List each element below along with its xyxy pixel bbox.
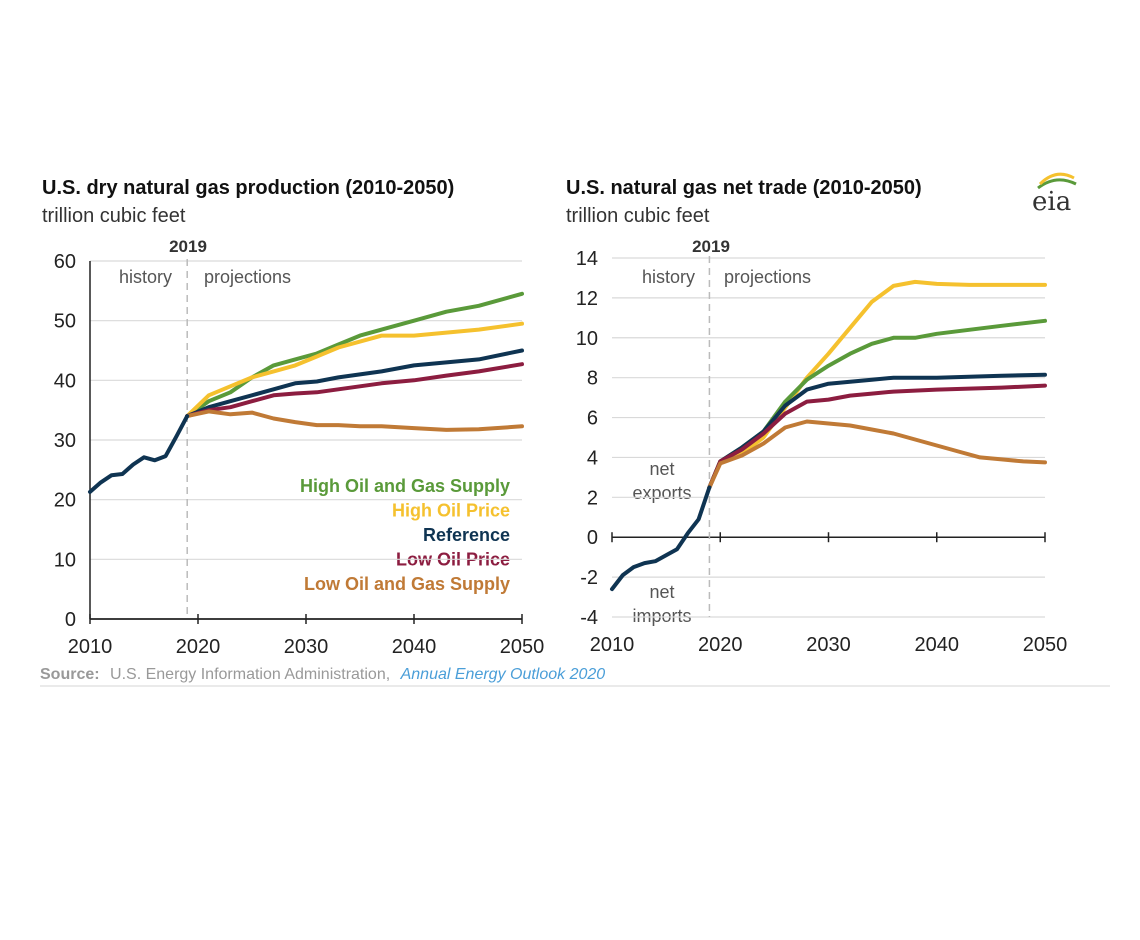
legend-entry: Low Oil and Gas Supply: [304, 574, 510, 594]
y-tick-label: 60: [54, 251, 76, 273]
legend: High Oil and Gas Supply High Oil Price Ref…: [300, 476, 510, 594]
source-label: Source:: [40, 666, 100, 683]
legend-entry: High Oil Price: [392, 501, 510, 521]
y-tick-label: 30: [54, 430, 76, 452]
projections-label: projections: [724, 267, 811, 287]
eia-logo-icon: [1037, 178, 1077, 190]
y-tick-label: 6: [587, 408, 598, 430]
net-exports-label-2: exports: [632, 483, 691, 503]
x-tick-label: 2040: [392, 636, 437, 658]
series-line-high-oil-price: [707, 279, 1047, 490]
chart-title: U.S. dry natural gas production (2010-20…: [42, 177, 454, 199]
y-tick-label: 2: [587, 487, 598, 509]
series-line-high-oil-price: [185, 321, 524, 419]
net-imports-label-1: net: [649, 582, 674, 602]
x-tick-label: 2040: [915, 634, 960, 656]
legend-entry: Reference: [423, 525, 510, 545]
chart-subtitle: trillion cubic feet: [566, 205, 710, 227]
y-tick-label: 0: [587, 527, 598, 549]
source-link[interactable]: Annual Energy Outlook 2020: [400, 666, 606, 683]
legend-entry: High Oil and Gas Supply: [300, 476, 510, 496]
y-tick-label: 10: [54, 549, 76, 571]
eia-logo-arc-icon: [1038, 172, 1075, 186]
x-tick-label: 2030: [806, 634, 851, 656]
y-tick-label: 12: [576, 288, 598, 310]
eia-logo: eia: [1032, 172, 1077, 217]
divider-year-label: 2019: [169, 237, 207, 256]
series-line-reference: [185, 348, 524, 419]
net-imports-label-2: imports: [632, 606, 691, 626]
source-line: Source: U.S. Energy Information Administ…: [40, 666, 605, 683]
y-tick-label: 50: [54, 311, 76, 333]
series-line-reference: [88, 414, 190, 494]
y-tick-label: 0: [65, 609, 76, 631]
history-label: history: [642, 267, 695, 287]
eia-logo-text: eia: [1032, 187, 1071, 217]
x-tick-label: 2050: [1023, 634, 1068, 656]
x-tick-label: 2030: [284, 636, 329, 658]
chart-title: U.S. natural gas net trade (2010-2050): [566, 177, 922, 199]
net-trade-chart: U.S. natural gas net trade (2010-2050) t…: [566, 177, 1067, 656]
y-tick-label: 4: [587, 447, 598, 469]
y-tick-label: 14: [576, 248, 598, 270]
y-tick-label: 10: [576, 328, 598, 350]
series-line-high-oil-gas-supply: [707, 318, 1047, 490]
y-tick-label: 40: [54, 370, 76, 392]
series-line-low-oil-price: [707, 383, 1047, 490]
source-text: U.S. Energy Information Administration,: [110, 666, 390, 683]
series-line-high-oil-gas-supply: [185, 291, 524, 419]
net-exports-label-1: net: [649, 459, 674, 479]
x-tick-label: 2020: [698, 634, 743, 656]
x-tick-label: 2010: [68, 636, 113, 658]
y-tick-label: -4: [580, 607, 598, 629]
y-tick-label: 20: [54, 490, 76, 512]
series-line-reference: [610, 485, 712, 592]
history-label: history: [119, 267, 172, 287]
y-tick-label: 8: [587, 368, 598, 390]
series-line-low-oil-gas-supply: [707, 419, 1047, 490]
series-line-low-oil-price: [185, 362, 524, 419]
divider-year-label: 2019: [692, 237, 730, 256]
projections-label: projections: [204, 267, 291, 287]
production-chart: U.S. dry natural gas production (2010-20…: [42, 177, 544, 658]
x-tick-label: 2050: [500, 636, 545, 658]
x-tick-label: 2010: [590, 634, 635, 656]
x-tick-label: 2020: [176, 636, 221, 658]
chart-subtitle: trillion cubic feet: [42, 205, 186, 227]
series-line-low-oil-gas-supply: [185, 409, 524, 432]
y-tick-label: -2: [580, 567, 598, 589]
